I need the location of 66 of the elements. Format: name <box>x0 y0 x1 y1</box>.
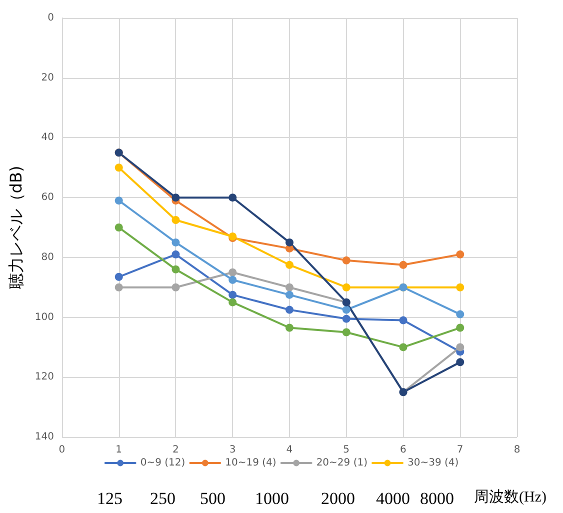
point <box>456 343 464 352</box>
text: 8000 <box>420 489 454 508</box>
point <box>286 260 294 269</box>
point <box>228 290 237 299</box>
y-tick-label: 60 <box>41 192 54 204</box>
point <box>114 224 123 232</box>
legend-label: 30~39 (4) <box>407 458 459 468</box>
point <box>456 283 464 292</box>
point <box>114 196 123 205</box>
point <box>114 283 123 292</box>
legend-label: 0~9 (12) <box>140 458 186 468</box>
point <box>342 306 350 314</box>
y-tick-label: 20 <box>41 72 54 84</box>
point <box>286 238 294 246</box>
x-tick-label: 3 <box>229 444 236 456</box>
point <box>342 256 350 264</box>
point <box>114 164 123 172</box>
text: 周波数(Hz) <box>474 488 546 506</box>
point <box>114 272 123 281</box>
point <box>172 238 180 246</box>
point <box>342 314 350 323</box>
y-tick-label: 80 <box>41 252 54 263</box>
point <box>286 306 294 314</box>
x-tick-label: 1 <box>116 444 122 456</box>
text: 125 <box>97 489 122 508</box>
point <box>342 328 350 336</box>
x-tick-label: 5 <box>343 444 350 456</box>
point <box>172 265 180 274</box>
point <box>286 283 294 292</box>
text: 1000 <box>255 489 289 508</box>
point <box>228 194 237 202</box>
point <box>342 283 350 292</box>
y-tick-label: 100 <box>34 312 54 323</box>
x-tick-label: 8 <box>514 444 520 456</box>
x-tick-label: 4 <box>286 444 293 456</box>
y-tick-label: 120 <box>34 372 54 383</box>
legend-label: 10~19 (4) <box>225 458 276 468</box>
x-tick-label: 6 <box>400 444 406 456</box>
text: 500 <box>200 489 226 508</box>
text: 2000 <box>321 489 355 508</box>
y-tick-label: 40 <box>41 132 54 144</box>
point <box>286 324 294 332</box>
point <box>172 283 180 292</box>
point <box>228 298 237 306</box>
y-axis-title: 聴力レベル（dB) <box>6 166 26 290</box>
point <box>172 216 180 224</box>
y-tick-label: 140 <box>34 432 54 442</box>
legend-label: 20~29 (1) <box>316 458 368 468</box>
point <box>228 276 237 284</box>
point <box>228 268 237 276</box>
text: 4000 <box>376 489 410 508</box>
point <box>456 324 464 332</box>
point <box>286 290 294 299</box>
point <box>172 194 180 202</box>
point <box>172 250 180 258</box>
point <box>456 310 464 318</box>
x-tick-label: 0 <box>58 444 66 456</box>
point <box>456 250 464 258</box>
text: 250 <box>150 489 176 508</box>
point <box>399 260 408 269</box>
point <box>399 316 408 324</box>
y-tick-label: 0 <box>48 12 54 24</box>
x-tick-label: 7 <box>456 444 464 456</box>
point <box>456 358 464 366</box>
x-tick-label: 2 <box>172 444 179 456</box>
point <box>399 343 408 352</box>
